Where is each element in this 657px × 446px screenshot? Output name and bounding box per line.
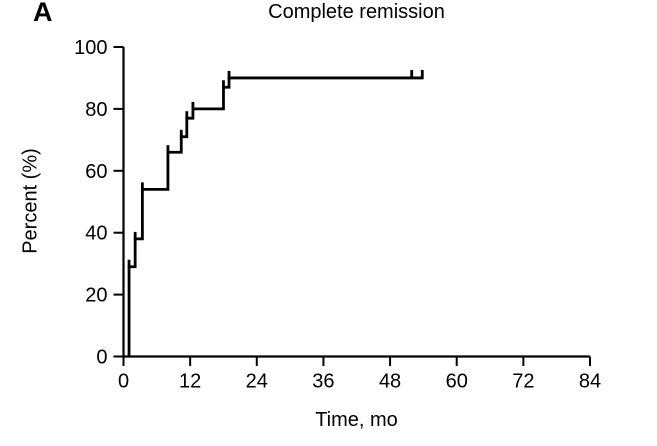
panel-label: A [33,0,53,27]
y-tick-label: 80 [85,99,107,121]
x-tick-label: 0 [118,371,129,393]
chart-title: Complete remission [268,1,445,23]
x-tick-label: 60 [446,371,468,393]
km-step-curve [127,76,424,357]
y-tick-label: 40 [85,223,107,245]
y-tick-label: 20 [85,285,107,307]
x-tick-label: 72 [512,371,534,393]
x-tick-label: 36 [312,371,334,393]
x-axis-label: Time, mo [315,409,398,431]
y-tick-label: 60 [85,161,107,183]
x-tick-label: 84 [579,371,601,393]
x-tick-label: 24 [246,371,268,393]
x-tick-label: 48 [379,371,401,393]
y-tick-label: 0 [96,347,107,369]
x-tick-label: 12 [179,371,201,393]
y-tick-label: 100 [74,37,107,59]
